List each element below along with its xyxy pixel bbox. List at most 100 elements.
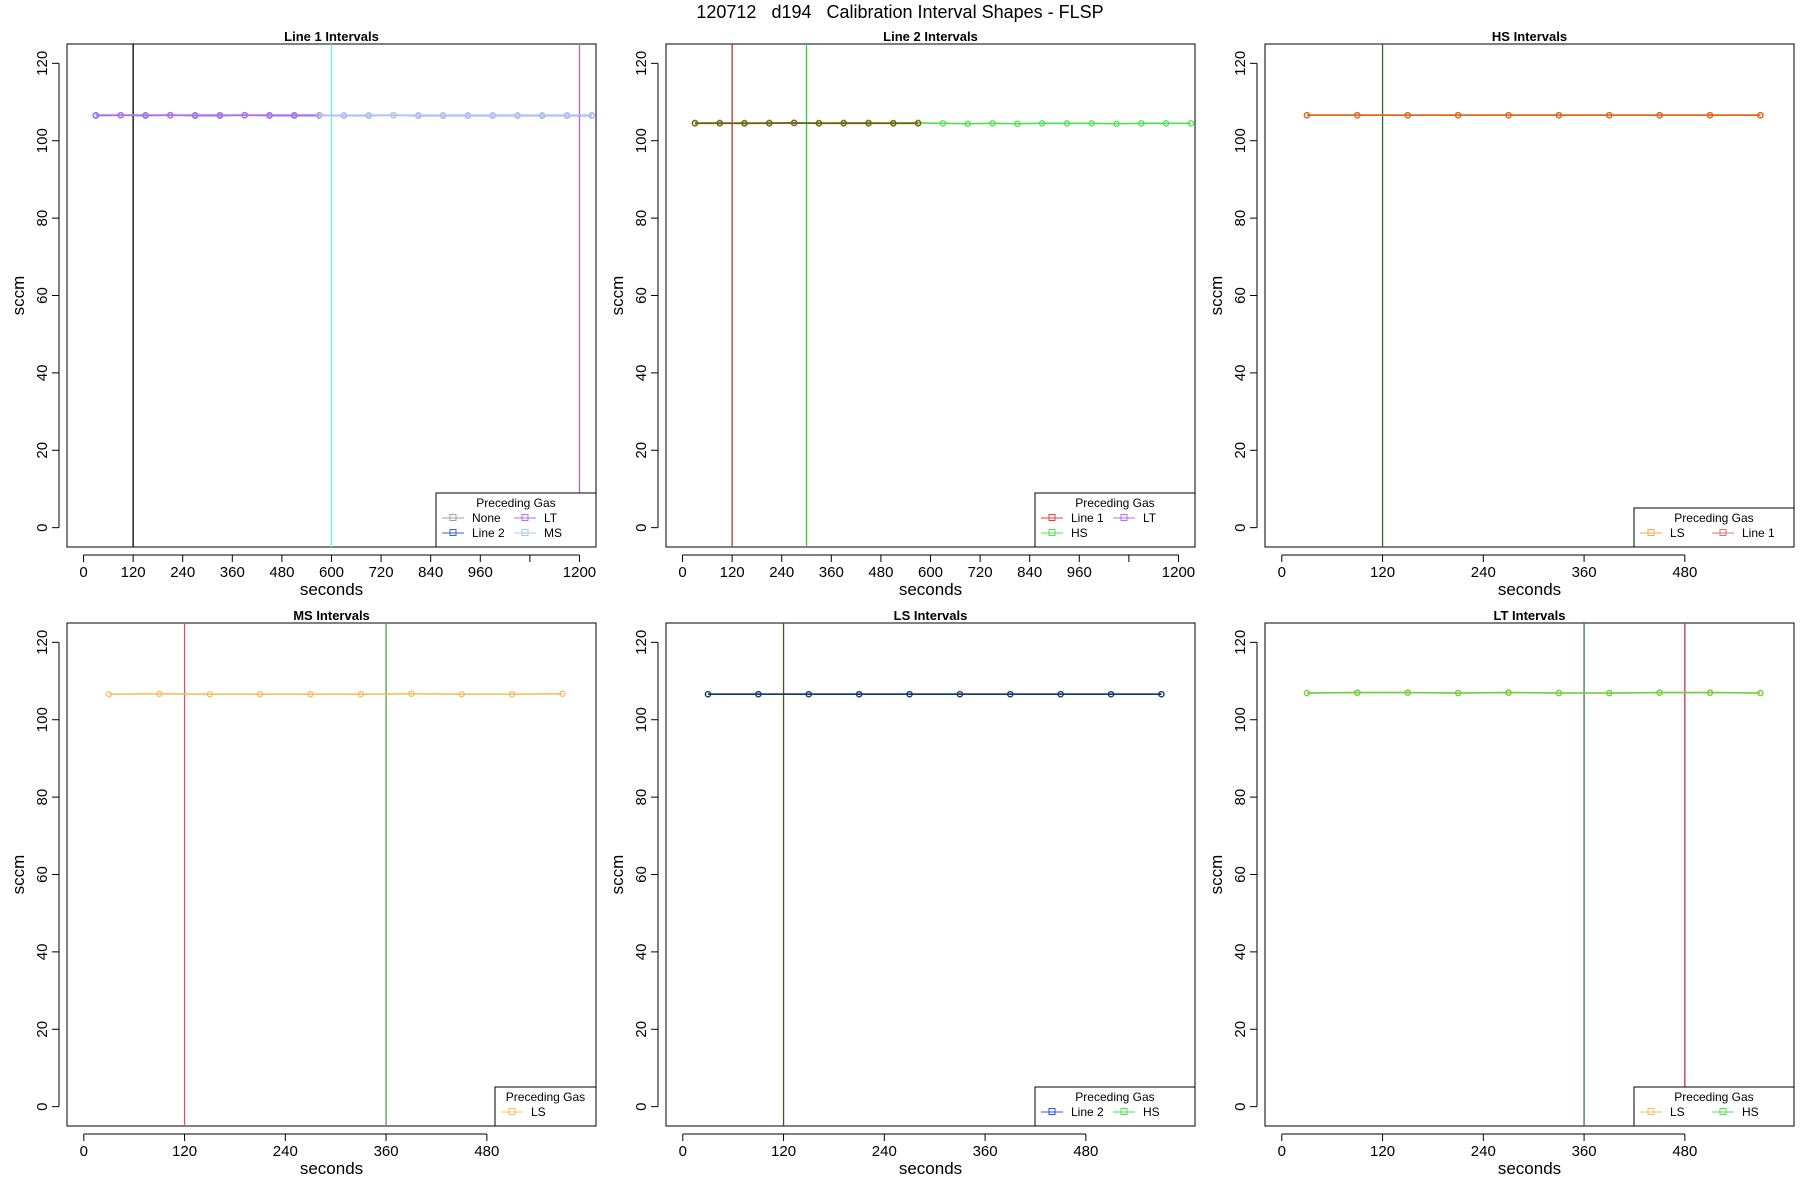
data-point <box>755 690 762 698</box>
x-tick-label: 0 <box>679 1143 687 1160</box>
plot-frame <box>665 622 1196 1127</box>
legend-swatch-marker <box>449 514 457 521</box>
data-point <box>256 690 264 698</box>
legend-swatch-marker <box>1048 529 1056 536</box>
y-tick-label: 80 <box>1232 210 1249 227</box>
data-point <box>906 690 913 698</box>
y-tick-label: 20 <box>34 1021 51 1038</box>
legend-swatch-marker <box>508 1108 516 1115</box>
x-tick-label: 480 <box>868 564 893 581</box>
x-axis-label: seconds <box>1498 1159 1561 1178</box>
x-axis-label: seconds <box>899 580 962 599</box>
x-tick-label: 120 <box>771 1143 796 1160</box>
data-point <box>741 120 748 127</box>
data-point <box>815 120 823 127</box>
x-tick-label: 840 <box>1017 564 1042 581</box>
y-tick-label: 60 <box>1232 866 1249 883</box>
legend-item-label: HS <box>1143 1105 1160 1119</box>
x-tick-label: 960 <box>468 564 493 581</box>
x-tick-label: 360 <box>819 564 844 581</box>
y-tick-label: 20 <box>633 442 650 459</box>
data-point <box>1354 689 1361 696</box>
chart-panel-6: LT Intervals 0 120 240 360 480 seconds 0 20 40 60 8… <box>1207 608 1795 1178</box>
data-point <box>1057 690 1064 698</box>
data-point <box>1606 689 1613 697</box>
legend-item-label: None <box>472 511 501 525</box>
data-point <box>206 690 213 698</box>
data-point <box>1656 111 1663 119</box>
x-axis-label: seconds <box>899 1159 962 1178</box>
chart-title: LS Intervals <box>894 608 968 623</box>
legend-swatch-marker <box>1647 529 1655 536</box>
data-point <box>939 120 947 127</box>
x-tick-label: 1200 <box>563 564 596 581</box>
x-tick-label: 120 <box>1370 1143 1395 1160</box>
data-point <box>117 111 124 119</box>
y-tick-label: 0 <box>34 1102 51 1110</box>
y-tick-label: 100 <box>1232 707 1249 732</box>
data-point <box>790 119 798 127</box>
y-tick-label: 0 <box>34 523 51 531</box>
y-tick-label: 40 <box>1232 365 1249 382</box>
x-tick-label: 600 <box>319 564 344 581</box>
x-tick-label: 480 <box>1672 564 1697 581</box>
y-axis-label: sccm <box>608 855 627 895</box>
legend-title: Preceding Gas <box>476 496 555 510</box>
data-point <box>1555 111 1563 119</box>
data-point <box>805 690 812 698</box>
data-point <box>439 111 447 119</box>
data-point <box>1038 120 1046 127</box>
data-point <box>191 111 199 119</box>
data-point <box>266 111 273 119</box>
legend-item-label: Line 2 <box>472 526 505 540</box>
x-tick-label: 240 <box>273 1143 298 1160</box>
chart-title: Line 1 Intervals <box>284 29 379 44</box>
legend-item-label: LS <box>1670 526 1685 540</box>
data-point <box>716 120 723 127</box>
legend-item-label: LS <box>1670 1105 1685 1119</box>
x-tick-label: 1200 <box>1162 564 1195 581</box>
data-point <box>1757 689 1764 697</box>
data-point <box>1505 111 1512 119</box>
legend-item-label: Line 1 <box>1742 526 1775 540</box>
y-tick-label: 60 <box>34 866 51 883</box>
legend-title: Preceding Gas <box>1674 511 1753 525</box>
y-tick-label: 80 <box>34 210 51 227</box>
data-point <box>1606 111 1613 119</box>
legend-title: Preceding Gas <box>1075 496 1154 510</box>
x-tick-label: 0 <box>79 564 87 581</box>
legend-item-label: MS <box>544 526 562 540</box>
data-point <box>1063 120 1071 127</box>
legend-item-label: HS <box>1071 526 1088 540</box>
data-point <box>241 111 248 119</box>
data-point <box>1706 111 1714 119</box>
legend-swatch-marker <box>521 529 529 536</box>
data-point <box>1656 689 1663 696</box>
y-tick-label: 20 <box>1232 442 1249 459</box>
data-point <box>458 690 465 698</box>
legend-box <box>435 492 597 548</box>
y-tick-label: 0 <box>1232 1102 1249 1110</box>
plot-frame <box>66 622 597 1127</box>
data-point <box>365 111 372 119</box>
legend-item-label: LT <box>1143 511 1157 525</box>
data-point <box>408 690 415 698</box>
x-tick-label: 720 <box>369 564 394 581</box>
x-tick-label: 480 <box>269 564 294 581</box>
data-point <box>167 111 174 119</box>
legend-item-label: Line 1 <box>1071 511 1104 525</box>
data-point <box>855 690 863 698</box>
data-point <box>559 690 566 698</box>
data-point <box>1303 689 1311 697</box>
data-point <box>956 690 964 698</box>
y-tick-label: 120 <box>633 630 650 655</box>
chart-title: Line 2 Intervals <box>883 29 978 44</box>
legend-swatch-marker <box>1719 529 1727 536</box>
y-tick-label: 120 <box>1232 630 1249 655</box>
x-axis-label: seconds <box>1498 580 1561 599</box>
x-axis-label: seconds <box>300 1159 363 1178</box>
